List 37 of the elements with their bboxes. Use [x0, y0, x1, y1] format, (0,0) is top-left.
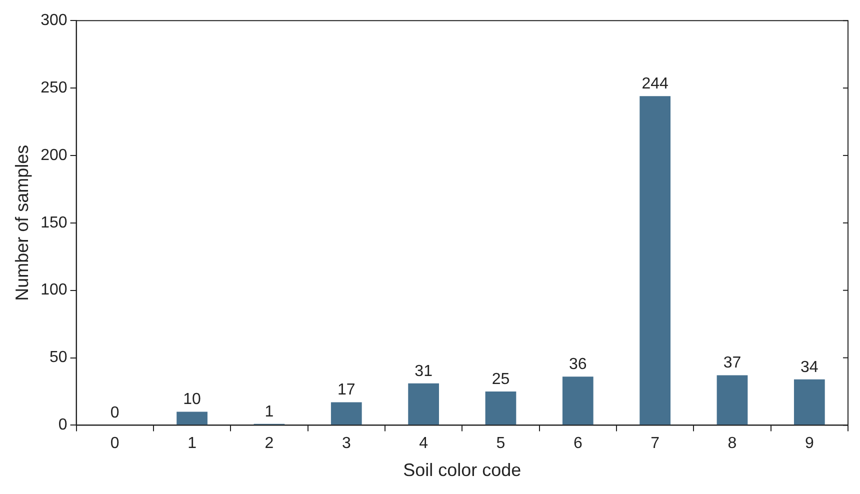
bar: [562, 376, 594, 425]
x-tick-label: 5: [496, 435, 506, 452]
data-label: 17: [337, 382, 356, 399]
x-tick-label: 6: [573, 435, 582, 452]
y-tick-label: 150: [40, 214, 68, 232]
data-label: 244: [642, 76, 669, 93]
bar: [716, 375, 748, 425]
bar: [330, 402, 362, 425]
x-tick-label: 8: [728, 435, 737, 452]
bar: [485, 391, 516, 425]
data-label: 10: [183, 391, 202, 408]
x-axis-title: Soil color code: [403, 460, 522, 480]
y-tick-label: 100: [40, 282, 68, 299]
x-tick-label: 9: [804, 435, 814, 452]
x-tick-label: 0: [110, 435, 120, 452]
bar: [640, 96, 671, 425]
y-tick-label: 250: [40, 79, 68, 96]
x-tick-label: 3: [342, 435, 351, 452]
y-axis-title: Number of samples: [12, 144, 32, 301]
x-tick-label: 7: [650, 435, 660, 452]
data-label: 1: [264, 403, 274, 420]
y-tick-label: 200: [40, 146, 68, 164]
y-tick-label: 300: [40, 12, 68, 30]
bar: [794, 379, 825, 425]
y-tick-label: 50: [50, 349, 68, 366]
bar: [408, 383, 439, 425]
x-tick-label: 1: [188, 435, 197, 452]
data-label: 0: [110, 404, 120, 422]
x-tick-label: 2: [264, 435, 274, 452]
data-label: 25: [492, 370, 510, 388]
data-label: 37: [723, 354, 742, 372]
data-label: 34: [800, 358, 818, 376]
data-label: 31: [414, 362, 433, 380]
bar: [176, 412, 208, 425]
data-label: 36: [569, 356, 587, 374]
y-tick-label: 0: [58, 416, 68, 434]
x-tick-label: 4: [419, 435, 428, 452]
